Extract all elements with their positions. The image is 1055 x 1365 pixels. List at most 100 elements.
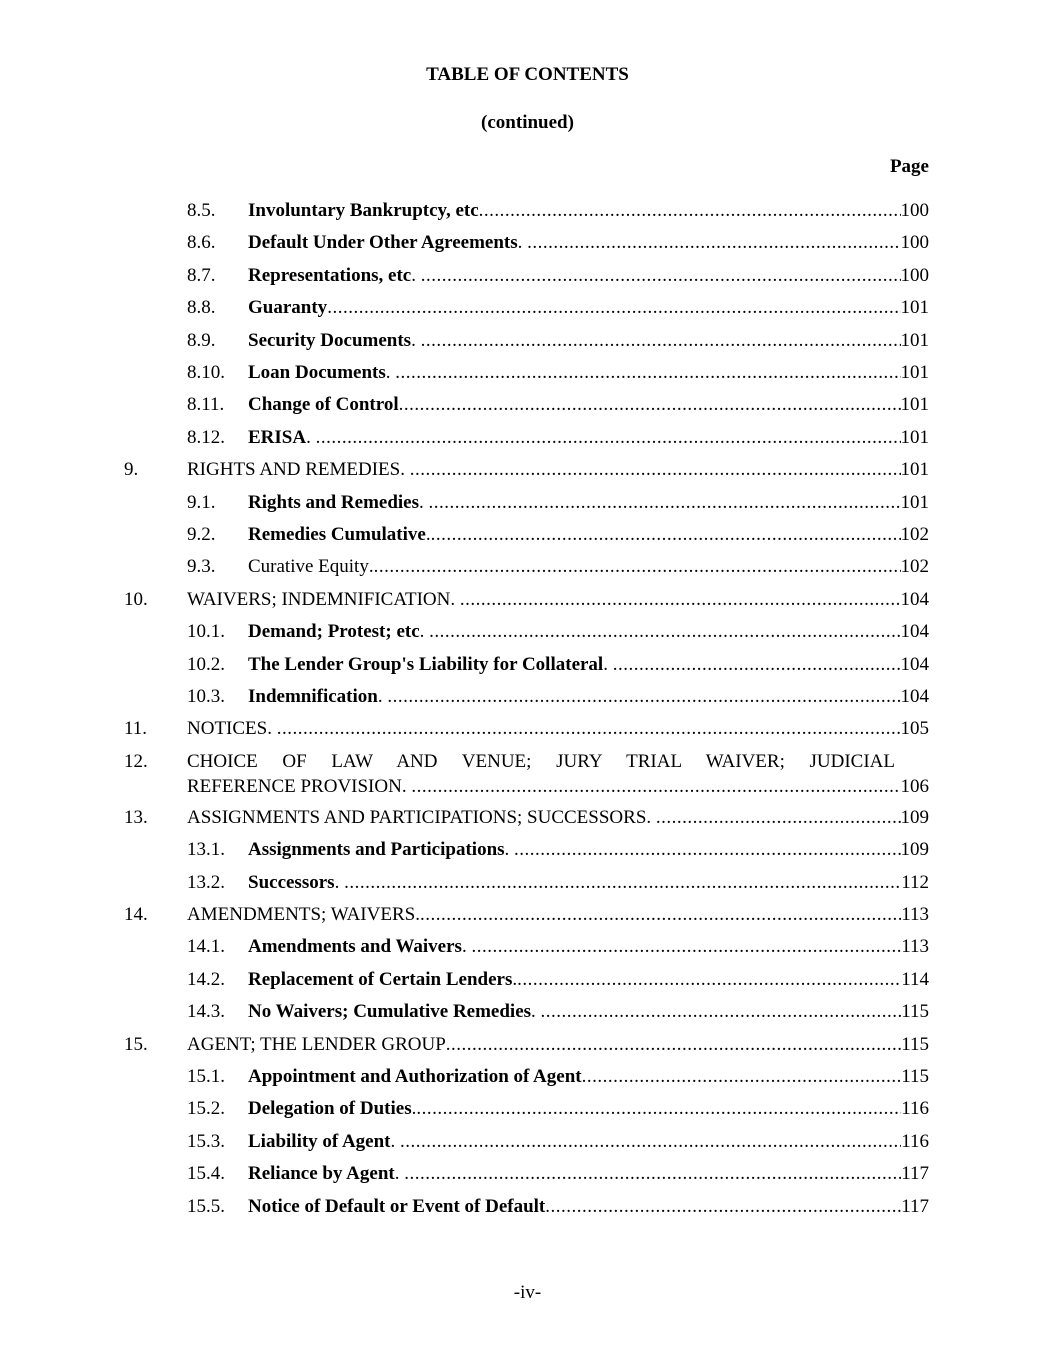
entry-page-number[interactable]: 104 bbox=[900, 588, 930, 610]
entry-page-number[interactable]: 116 bbox=[901, 1130, 929, 1152]
entry-title-suffix: . bbox=[377, 686, 388, 707]
entry-title[interactable]: ASSIGNMENTS AND PARTICIPATIONS; SUCCESSO… bbox=[187, 806, 647, 828]
entry-title[interactable]: WAIVERS; INDEMNIFICATION bbox=[187, 588, 451, 610]
entry-title[interactable]: Appointment and Authorization of Agent bbox=[248, 1066, 582, 1087]
entry-number: 15.1. bbox=[187, 1066, 225, 1087]
entry-page-number[interactable]: 115 bbox=[901, 1001, 929, 1023]
entry-page-number[interactable]: 101 bbox=[900, 329, 930, 351]
dot-leader: ........................................… bbox=[419, 904, 902, 925]
entry-title[interactable]: Representations, etc bbox=[248, 264, 412, 286]
entry-title[interactable]: Amendments and Waivers bbox=[248, 936, 462, 958]
entry-title[interactable]: Notice of Default or Event of Default bbox=[248, 1195, 546, 1217]
entry-title-suffix: . bbox=[411, 1098, 417, 1120]
entry-number: 15.2. bbox=[187, 1098, 225, 1120]
entry-title[interactable]: Reliance by Agent bbox=[248, 1163, 395, 1185]
dot-leader: ........................................… bbox=[420, 264, 901, 286]
entry-number: 9.1. bbox=[187, 491, 216, 513]
dot-leader: ........................................… bbox=[429, 621, 901, 643]
dot-leader: ........................................… bbox=[517, 968, 902, 990]
dot-leader: ........................................… bbox=[327, 297, 900, 319]
entry-title[interactable]: ERISA bbox=[248, 426, 307, 448]
entry-page-number[interactable]: 101 bbox=[900, 459, 930, 481]
entry-title-suffix: . bbox=[394, 1163, 405, 1185]
entry-title-suffix: . bbox=[306, 426, 316, 448]
entry-page-number[interactable]: 105 bbox=[900, 718, 930, 740]
entry-title[interactable]: Replacement of Certain Lenders bbox=[248, 968, 513, 990]
entry-page-number[interactable]: 102 bbox=[900, 556, 930, 578]
entry-number: 8.5. bbox=[187, 200, 216, 221]
entry-page-number[interactable]: 101 bbox=[900, 426, 930, 448]
dot-leader: ........................................… bbox=[373, 556, 901, 578]
entry-number: 14. bbox=[124, 904, 148, 925]
entry-page-number[interactable]: 100 bbox=[900, 264, 930, 286]
entry-page-number[interactable]: 112 bbox=[901, 871, 929, 893]
entry-title[interactable]: Rights and Remedies bbox=[248, 491, 420, 513]
entry-page-number[interactable]: 101 bbox=[900, 491, 930, 513]
dot-leader: ........................................… bbox=[387, 686, 901, 707]
entry-page-number[interactable]: 104 bbox=[900, 686, 930, 707]
entry-title[interactable]: NOTICES bbox=[187, 718, 268, 740]
entry-number: 8.7. bbox=[187, 264, 216, 286]
entry-title-suffix: . bbox=[461, 936, 472, 958]
entry-title-suffix: . bbox=[401, 775, 412, 797]
entry-page-number[interactable]: 104 bbox=[900, 621, 930, 643]
entry-page-number[interactable]: 101 bbox=[900, 297, 930, 319]
entry-page-number[interactable]: 117 bbox=[901, 1195, 929, 1217]
entry-number: 15.5. bbox=[187, 1195, 225, 1217]
entry-title[interactable]: Change of Control bbox=[248, 394, 399, 416]
dot-leader: ........................................… bbox=[398, 394, 901, 416]
entry-number: 8.6. bbox=[187, 232, 216, 254]
dot-leader: ........................................… bbox=[459, 588, 901, 610]
entry-title[interactable]: Successors bbox=[248, 871, 335, 893]
entry-page-number[interactable]: 113 bbox=[901, 904, 929, 925]
dot-leader: ........................................… bbox=[400, 1130, 902, 1152]
entry-title[interactable]: Liability of Agent bbox=[248, 1130, 391, 1152]
entry-page-number[interactable]: 100 bbox=[900, 200, 930, 221]
entry-page-number[interactable]: 109 bbox=[900, 839, 930, 861]
entry-page-number[interactable]: 104 bbox=[900, 653, 930, 675]
entry-title[interactable]: AMENDMENTS; WAIVERS bbox=[187, 904, 416, 925]
entry-number: 15. bbox=[124, 1033, 148, 1055]
entry-page-number[interactable]: 116 bbox=[901, 1098, 929, 1120]
entry-page-number[interactable]: 101 bbox=[900, 362, 930, 383]
entry-title[interactable]: Delegation of Duties bbox=[248, 1098, 412, 1120]
entry-page-number[interactable]: 113 bbox=[901, 936, 929, 958]
entry-title[interactable]: Demand; Protest; etc bbox=[248, 621, 420, 643]
entry-title[interactable]: The Lender Group's Liability for Collate… bbox=[248, 653, 604, 675]
entry-title[interactable]: Security Documents bbox=[248, 329, 412, 351]
entry-number: 13. bbox=[124, 806, 148, 828]
entry-title[interactable]: Indemnification bbox=[248, 686, 378, 707]
entry-page-number[interactable]: 101 bbox=[900, 394, 930, 416]
entry-page-number[interactable]: 106 bbox=[900, 775, 930, 797]
entry-title[interactable]: Guaranty bbox=[248, 297, 328, 319]
entry-title[interactable]: Assignments and Participations bbox=[248, 839, 505, 861]
page-number-footer: -iv- bbox=[513, 1282, 542, 1303]
entry-title[interactable]: REFERENCE PROVISION bbox=[187, 775, 402, 797]
entry-title[interactable]: Loan Documents bbox=[248, 362, 386, 383]
entry-title[interactable]: No Waivers; Cumulative Remedies bbox=[248, 1001, 532, 1023]
entry-title[interactable]: Remedies Cumulative bbox=[248, 524, 426, 545]
entry-title[interactable]: AGENT; THE LENDER GROUP bbox=[187, 1033, 446, 1055]
entry-page-number[interactable]: 109 bbox=[900, 806, 930, 828]
entry-page-number[interactable]: 114 bbox=[901, 968, 929, 990]
entry-page-number[interactable]: 102 bbox=[900, 524, 930, 545]
entry-number: 13.1. bbox=[187, 839, 225, 861]
entry-title[interactable]: Curative Equity bbox=[248, 556, 369, 578]
entry-title-suffix: . bbox=[390, 1130, 401, 1152]
entry-page-number[interactable]: 115 bbox=[901, 1066, 929, 1087]
entry-title-suffix: . bbox=[450, 588, 460, 610]
entry-number: 8.12. bbox=[187, 426, 225, 448]
entry-number: 13.2. bbox=[187, 871, 225, 893]
dot-leader: ........................................… bbox=[540, 1001, 902, 1023]
entry-title[interactable]: Default Under Other Agreements bbox=[248, 232, 518, 254]
entry-title[interactable]: RIGHTS AND REMEDIES bbox=[187, 459, 401, 481]
entry-title[interactable]: Involuntary Bankruptcy, etc bbox=[248, 200, 479, 221]
entry-page-number[interactable]: 117 bbox=[901, 1163, 929, 1185]
entry-number: 9.3. bbox=[187, 556, 216, 578]
entry-page-number[interactable]: 100 bbox=[900, 232, 930, 254]
entry-title-suffix: . bbox=[504, 839, 515, 861]
dot-leader: ........................................… bbox=[409, 459, 901, 481]
entry-page-number[interactable]: 115 bbox=[901, 1033, 929, 1055]
entry-number: 10.1. bbox=[187, 621, 225, 643]
entry-title-suffix: . bbox=[411, 264, 421, 286]
